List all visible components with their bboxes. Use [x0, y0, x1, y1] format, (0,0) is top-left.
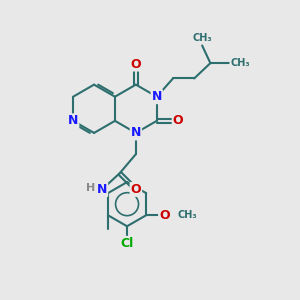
- Text: N: N: [152, 90, 162, 103]
- Text: O: O: [159, 209, 170, 222]
- Text: O: O: [130, 183, 141, 196]
- Text: O: O: [173, 114, 183, 127]
- Text: CH₃: CH₃: [230, 58, 250, 68]
- Text: N: N: [97, 183, 107, 196]
- Text: Cl: Cl: [120, 237, 134, 250]
- Text: CH₃: CH₃: [192, 32, 212, 43]
- Text: N: N: [131, 126, 141, 140]
- Text: O: O: [130, 58, 141, 70]
- Text: N: N: [68, 114, 78, 127]
- Text: CH₃: CH₃: [178, 210, 197, 220]
- Text: H: H: [86, 183, 95, 193]
